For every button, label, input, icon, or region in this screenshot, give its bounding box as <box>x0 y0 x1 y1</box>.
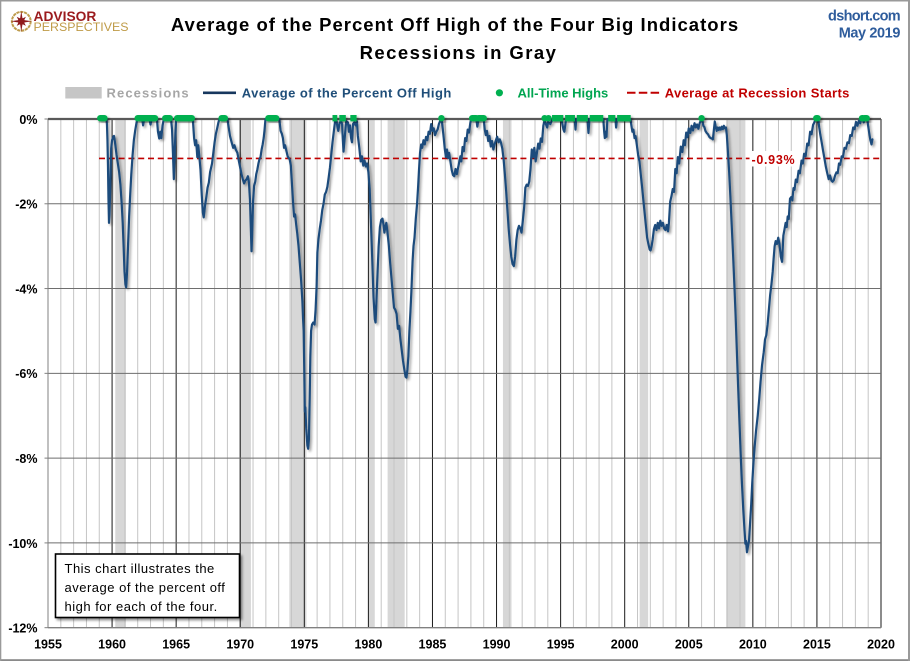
svg-text:1990: 1990 <box>483 638 511 652</box>
svg-text:-0.93%: -0.93% <box>752 153 796 167</box>
svg-text:2020: 2020 <box>867 638 895 652</box>
svg-text:2010: 2010 <box>739 638 767 652</box>
svg-text:Average at Recession Starts: Average at Recession Starts <box>665 86 850 101</box>
svg-text:Average of the Percent Off Hig: Average of the Percent Off High <box>242 86 452 101</box>
svg-text:Recessions in Gray: Recessions in Gray <box>360 42 558 63</box>
svg-text:dshort.com: dshort.com <box>828 9 900 25</box>
svg-text:average of the percent off: average of the percent off <box>65 580 226 595</box>
svg-text:1980: 1980 <box>354 638 382 652</box>
svg-text:1995: 1995 <box>547 638 575 652</box>
svg-text:2015: 2015 <box>803 638 831 652</box>
svg-text:-4%: -4% <box>15 282 37 296</box>
svg-text:Recessions: Recessions <box>107 86 190 101</box>
svg-text:ADVISOR: ADVISOR <box>34 9 97 24</box>
svg-text:-12%: -12% <box>8 622 37 636</box>
svg-text:1975: 1975 <box>290 638 318 652</box>
svg-text:2000: 2000 <box>611 638 639 652</box>
svg-text:2005: 2005 <box>675 638 703 652</box>
svg-text:-2%: -2% <box>15 198 37 212</box>
svg-text:1965: 1965 <box>162 638 190 652</box>
svg-text:PERSPECTIVES: PERSPECTIVES <box>34 20 129 34</box>
svg-text:1970: 1970 <box>226 638 254 652</box>
svg-text:1985: 1985 <box>419 638 447 652</box>
svg-text:-10%: -10% <box>8 537 37 551</box>
svg-text:May 2019: May 2019 <box>839 26 901 42</box>
svg-text:This chart illustrates the: This chart illustrates the <box>65 561 215 576</box>
svg-text:1955: 1955 <box>34 638 62 652</box>
svg-text:Average of the Percent Off Hig: Average of the Percent Off High of the F… <box>171 14 739 35</box>
svg-text:high for each of the four.: high for each of the four. <box>65 599 218 614</box>
svg-text:1960: 1960 <box>98 638 126 652</box>
svg-text:All-Time Highs: All-Time Highs <box>518 86 609 101</box>
svg-text:0%: 0% <box>19 113 37 127</box>
svg-text:-8%: -8% <box>15 452 37 466</box>
svg-text:-6%: -6% <box>15 367 37 381</box>
